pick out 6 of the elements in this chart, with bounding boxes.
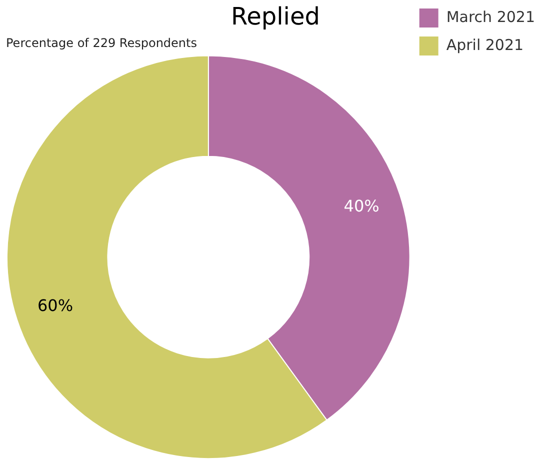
text: Percentage of 229 Respondents (6, 36, 197, 50)
data-label: 40% (344, 196, 380, 216)
legend-label: April 2021 (446, 36, 524, 54)
legend-label: March 2021 (446, 8, 536, 26)
data-label: 60% (37, 296, 74, 316)
chart-title: Replied (231, 2, 320, 31)
